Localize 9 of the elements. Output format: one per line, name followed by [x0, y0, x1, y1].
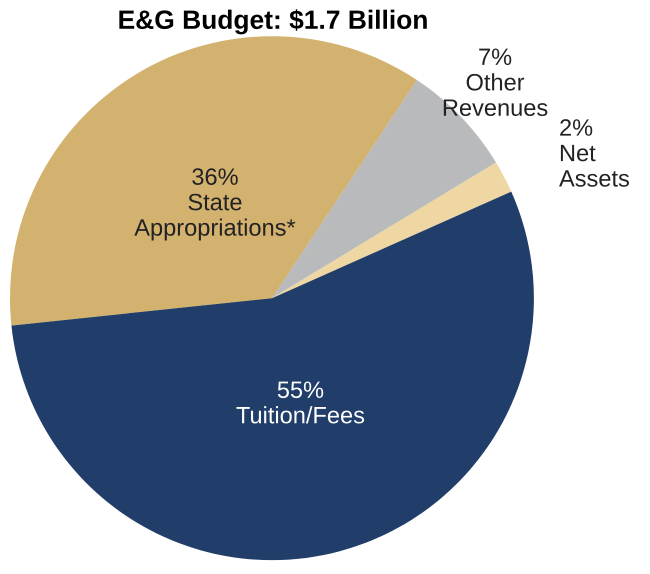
slice-label: Net Assets	[559, 144, 629, 187]
slice-label: Tuition/Fees	[236, 406, 364, 424]
slice-label: Other Revenues	[444, 73, 548, 116]
data-label: 55%	[278, 381, 324, 398]
data-label: 7%	[479, 48, 512, 66]
data-label: 2%	[560, 119, 592, 136]
data-label: 36%	[192, 168, 238, 185]
chart-title: E&G Budget: $1.7 Billion	[119, 9, 427, 34]
slice-label: State Appropriations*	[134, 194, 296, 241]
